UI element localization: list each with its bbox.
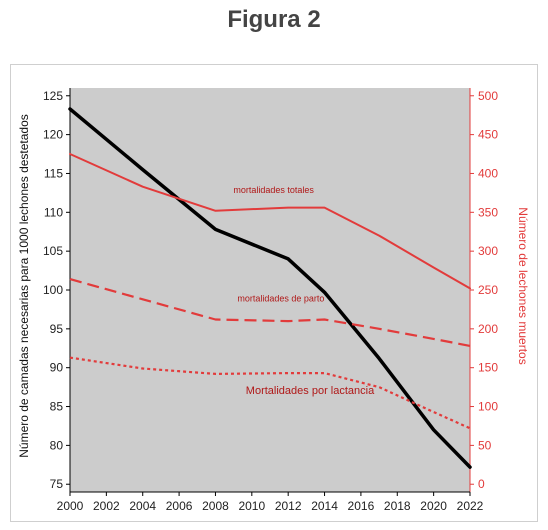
x-tick-label: 2018 (384, 499, 411, 513)
series-layer (68, 107, 472, 469)
x-tick-label: 2016 (348, 499, 375, 513)
x-tick-label: 2014 (311, 499, 338, 513)
series-annotation: mortalidades totales (233, 185, 314, 195)
series-line-3 (69, 356, 471, 430)
y-tick-label: 100 (43, 283, 63, 297)
x-tick-label: 2010 (238, 499, 265, 513)
y-tick-label: 90 (50, 361, 64, 375)
x-tick-label: 2000 (57, 499, 84, 513)
y-tick-label: 95 (50, 322, 64, 336)
x-tick-label: 2012 (275, 499, 302, 513)
y-tick-label: 75 (50, 477, 64, 491)
y-axis-right: 0 50 100 150 200 250 300 350 400 450 500 (469, 88, 498, 492)
series-annotation: Mortalidades por lactancia (246, 385, 375, 397)
y2-tick-label: 300 (478, 244, 498, 258)
y2-tick-label: 400 (478, 166, 498, 180)
x-axis: 2000 2002 2004 2006 2008 2010 2012 2014 2016 2018… (57, 491, 484, 513)
x-tick-label: 2022 (457, 499, 484, 513)
series-annotation: mortalidades de parto (237, 294, 324, 304)
y-tick-label: 115 (44, 166, 63, 180)
y-tick-label: 110 (44, 205, 63, 219)
y2-tick-label: 250 (478, 283, 498, 297)
y2-tick-label: 200 (478, 322, 498, 336)
y-axis-left: 75 80 85 90 95 100 105 110 115 120 125 (43, 88, 71, 492)
series-line-1 (69, 153, 471, 290)
y2-tick-label: 50 (478, 438, 492, 452)
y2-tick-label: 150 (478, 361, 498, 375)
y-tick-label: 120 (43, 128, 63, 142)
y2-tick-label: 0 (478, 477, 485, 491)
x-tick-label: 2020 (420, 499, 447, 513)
x-tick-label: 2002 (93, 499, 120, 513)
y-axis-left-label: Número de camadas necesarias para 1000 l… (17, 114, 31, 458)
y2-tick-label: 500 (478, 89, 498, 103)
series-line-0 (68, 107, 472, 469)
y-tick-label: 105 (43, 244, 63, 258)
y2-tick-label: 100 (478, 400, 498, 414)
y-axis-right-label: Número de lechones muertos (516, 207, 530, 364)
y-tick-label: 85 (50, 400, 64, 414)
series-line-2 (69, 278, 471, 347)
y-tick-label: 125 (43, 89, 63, 103)
y2-tick-label: 450 (478, 128, 498, 142)
x-tick-label: 2008 (202, 499, 229, 513)
y-tick-label: 80 (50, 438, 64, 452)
annotation-layer: mortalidades totales mortalidades de part… (233, 185, 375, 397)
plot-area (70, 88, 470, 492)
x-tick-label: 2004 (129, 499, 156, 513)
y2-tick-label: 350 (478, 205, 498, 219)
figure-title: Figura 2 (227, 6, 321, 33)
x-tick-label: 2006 (166, 499, 193, 513)
